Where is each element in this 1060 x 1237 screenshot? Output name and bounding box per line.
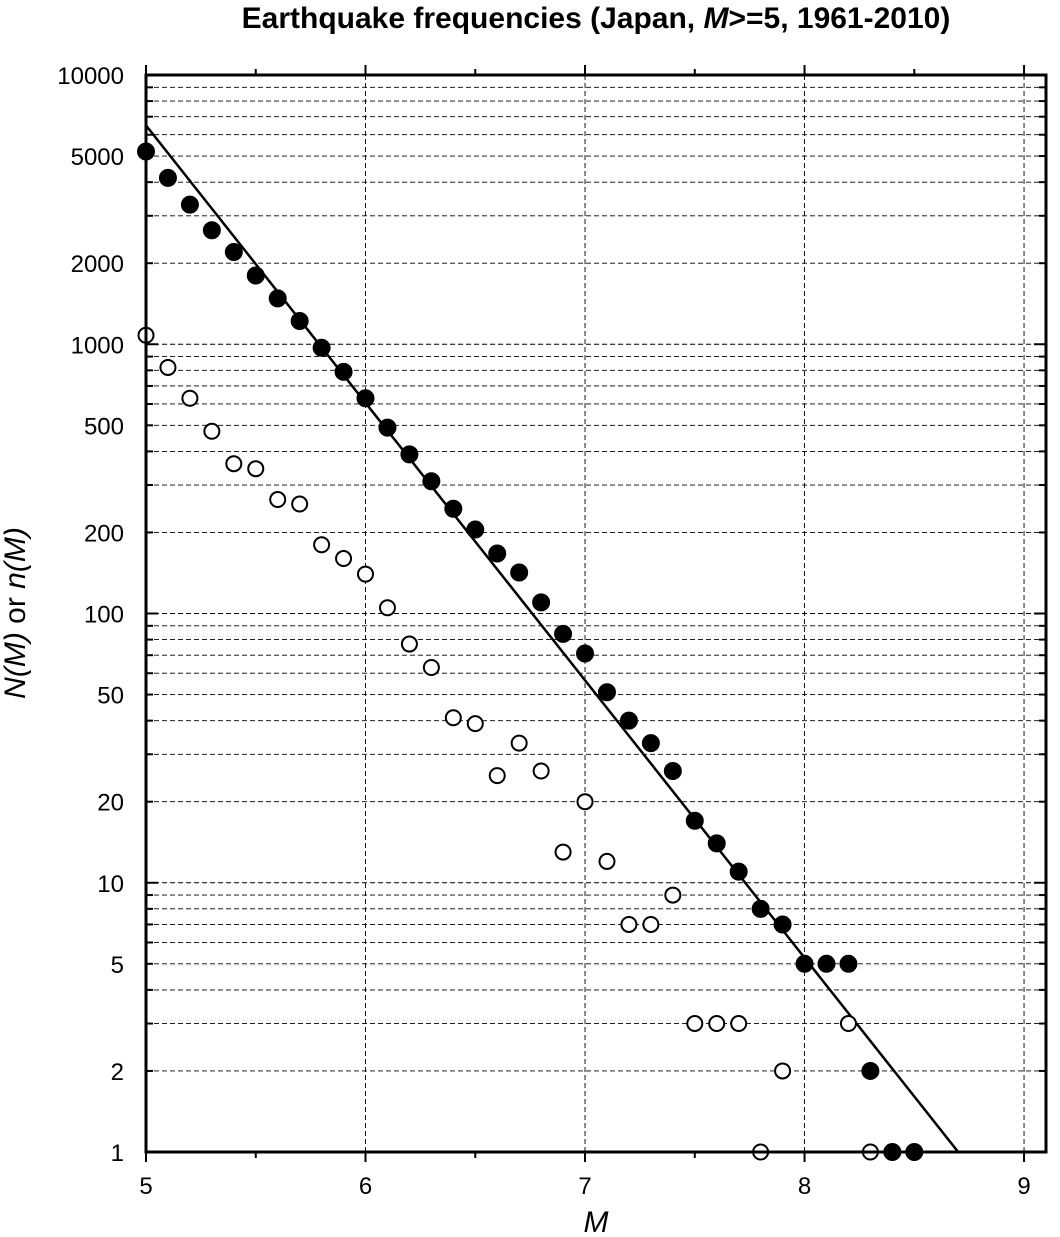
noncumulative-point bbox=[422, 659, 440, 677]
noncumulative-point bbox=[378, 599, 396, 617]
cumulative-point bbox=[685, 811, 704, 830]
noncumulative-point bbox=[774, 1062, 792, 1080]
regression-line-group bbox=[145, 124, 960, 1153]
x-tick-label: 8 bbox=[798, 1173, 811, 1200]
noncumulative-point bbox=[291, 495, 309, 513]
cumulative-point bbox=[158, 168, 177, 187]
y-tick-label: 1000 bbox=[71, 332, 124, 359]
noncumulative-point bbox=[488, 767, 506, 785]
noncumulative-point bbox=[730, 1015, 748, 1033]
noncumulative-point bbox=[203, 422, 221, 440]
cumulative-point bbox=[378, 418, 397, 437]
cumulative-point bbox=[356, 389, 375, 408]
cumulative-point bbox=[729, 862, 748, 881]
y-axis-label: N(M) or n(M) bbox=[0, 527, 32, 699]
y-tick-label: 50 bbox=[97, 683, 124, 710]
x-tick-label: 9 bbox=[1017, 1173, 1030, 1200]
cumulative-point bbox=[180, 195, 199, 214]
cumulative-point bbox=[290, 311, 309, 330]
x-tick-label: 5 bbox=[139, 1173, 152, 1200]
data-points bbox=[137, 142, 924, 1161]
y-tick-label: 5 bbox=[111, 952, 124, 979]
noncumulative-point bbox=[708, 1015, 726, 1033]
cumulative-point bbox=[224, 243, 243, 262]
y-tick-label: 20 bbox=[97, 790, 124, 817]
x-axis-label: M bbox=[584, 1206, 609, 1237]
cumulative-point bbox=[641, 734, 660, 753]
cumulative-point bbox=[202, 221, 221, 240]
cumulative-point bbox=[861, 1061, 880, 1080]
cumulative-point bbox=[268, 289, 287, 308]
noncumulative-point bbox=[313, 536, 331, 554]
noncumulative-point bbox=[532, 762, 550, 780]
noncumulative-point bbox=[620, 915, 638, 933]
cumulative-point bbox=[246, 266, 265, 285]
cumulative-point bbox=[444, 499, 463, 518]
noncumulative-point bbox=[159, 358, 177, 376]
cumulative-point bbox=[554, 624, 573, 643]
cumulative-point bbox=[334, 362, 353, 381]
cumulative-point bbox=[707, 834, 726, 853]
noncumulative-point bbox=[664, 886, 682, 904]
noncumulative-point bbox=[510, 734, 528, 752]
noncumulative-point bbox=[335, 550, 353, 568]
y-tick-label: 10000 bbox=[57, 63, 124, 90]
noncumulative-point bbox=[357, 565, 375, 583]
cumulative-point bbox=[817, 954, 836, 973]
y-tick-label: 2000 bbox=[71, 251, 124, 278]
noncumulative-point bbox=[554, 843, 572, 861]
cumulative-point bbox=[488, 544, 507, 563]
noncumulative-point bbox=[444, 709, 462, 727]
cumulative-point bbox=[663, 762, 682, 781]
noncumulative-point bbox=[686, 1015, 704, 1033]
chart-title: Earthquake frequencies (Japan, M>=5, 196… bbox=[242, 2, 951, 35]
y-tick-label: 200 bbox=[84, 520, 124, 547]
noncumulative-point bbox=[466, 715, 484, 733]
y-tick-label: 2 bbox=[111, 1059, 124, 1086]
y-tick-label: 100 bbox=[84, 602, 124, 629]
tick-labels: 5 6 7 8 9 1 2 5 10 20 50 100 200 500 1000 2000 5000 10000 bbox=[57, 63, 1030, 1200]
x-tick-label: 6 bbox=[359, 1173, 372, 1200]
noncumulative-point bbox=[181, 389, 199, 407]
noncumulative-point bbox=[576, 793, 594, 811]
cumulative-point bbox=[619, 711, 638, 730]
axis-ticks bbox=[145, 65, 1046, 1162]
cumulative-point bbox=[795, 954, 814, 973]
regression-line bbox=[145, 124, 960, 1153]
noncumulative-point bbox=[269, 491, 287, 509]
cumulative-point bbox=[576, 644, 595, 663]
x-tick-label: 7 bbox=[578, 1173, 591, 1200]
y-tick-label: 1 bbox=[111, 1140, 124, 1167]
noncumulative-point bbox=[598, 852, 616, 870]
y-tick-label: 10 bbox=[97, 871, 124, 898]
cumulative-point bbox=[466, 520, 485, 539]
cumulative-point bbox=[839, 954, 858, 973]
cumulative-point bbox=[773, 915, 792, 934]
cumulative-point bbox=[532, 593, 551, 612]
cumulative-point bbox=[312, 338, 331, 357]
cumulative-point bbox=[400, 445, 419, 464]
y-tick-label: 5000 bbox=[71, 144, 124, 171]
cumulative-point bbox=[751, 899, 770, 918]
cumulative-point bbox=[597, 683, 616, 702]
noncumulative-point bbox=[225, 455, 243, 473]
cumulative-point bbox=[422, 472, 441, 491]
noncumulative-point bbox=[247, 460, 265, 478]
noncumulative-point bbox=[400, 635, 418, 653]
grid-lines bbox=[145, 74, 1046, 1153]
noncumulative-point bbox=[839, 1015, 857, 1033]
y-tick-label: 500 bbox=[84, 413, 124, 440]
cumulative-point bbox=[510, 563, 529, 582]
noncumulative-point bbox=[642, 915, 660, 933]
